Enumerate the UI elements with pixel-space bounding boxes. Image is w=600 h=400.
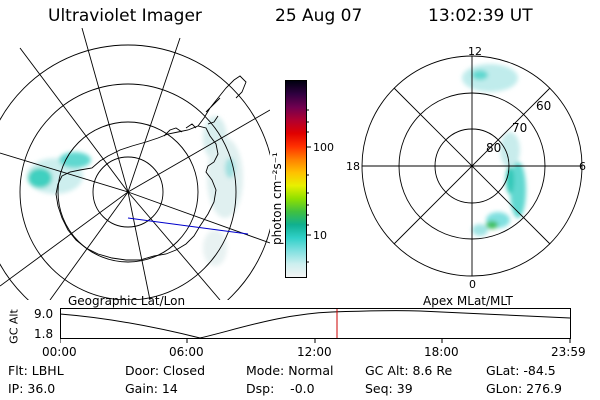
status-mode: Mode: Normal bbox=[246, 363, 334, 378]
mlt-label-18: 18 bbox=[346, 160, 360, 173]
coastline bbox=[55, 125, 219, 261]
orbit-xtick-0000: 00:00 bbox=[42, 345, 77, 359]
mlat-label-80: 80 bbox=[486, 141, 501, 155]
orbit-ytick-min: 1.8 bbox=[34, 327, 54, 341]
colorbar-tick-10: 10 bbox=[313, 229, 327, 242]
mlt-lines bbox=[362, 56, 582, 276]
mlat-label-60: 60 bbox=[536, 99, 551, 113]
colorbar bbox=[285, 80, 307, 278]
colorbar-unit-label: photon cm⁻²s⁻¹ bbox=[270, 152, 284, 245]
status-gain: Gain: 14 bbox=[125, 381, 178, 396]
status-dsp: Dsp: -0.0 bbox=[246, 381, 315, 396]
orbit-ylabel: GC Alt bbox=[7, 309, 21, 344]
mlt-label-6: 6 bbox=[579, 160, 586, 173]
geographic-map-label: Geographic Lat/Lon bbox=[68, 294, 186, 308]
aurora-emission-mag bbox=[462, 64, 526, 236]
orbit-xticks bbox=[60, 338, 571, 343]
status-gc-alt: GC Alt: 8.6 Re bbox=[365, 363, 453, 378]
status-glat: GLat: -84.5 bbox=[486, 363, 556, 378]
mlt-label-0: 0 bbox=[469, 278, 476, 291]
magnetic-map-label: Apex MLat/MLT bbox=[423, 294, 513, 308]
status-filter: Flt: LBHL bbox=[8, 363, 64, 378]
orbit-xtick-1800: 18:00 bbox=[424, 345, 459, 359]
orbit-altitude-curve bbox=[60, 310, 571, 339]
status-door: Door: Closed bbox=[125, 363, 206, 378]
colorbar-ticks bbox=[306, 109, 311, 263]
satellite-track bbox=[127, 217, 249, 235]
meridian-lines bbox=[0, 28, 270, 300]
app-title: Ultraviolet Imager bbox=[48, 6, 202, 26]
status-glon: GLon: 276.9 bbox=[486, 381, 562, 396]
latitude-circles bbox=[0, 44, 270, 300]
aurora-emission-geo bbox=[27, 116, 243, 266]
status-seq: Seq: 39 bbox=[365, 381, 413, 396]
image-date: 25 Aug 07 bbox=[275, 6, 363, 26]
orbit-altitude-plot bbox=[60, 308, 571, 343]
magnetic-map: 12 18 6 0 60 70 80 bbox=[346, 45, 586, 291]
image-time: 13:02:39 UT bbox=[428, 6, 533, 26]
orbit-xtick-1200: 12:00 bbox=[297, 345, 332, 359]
geographic-map bbox=[0, 28, 270, 300]
mlat-label-70: 70 bbox=[512, 121, 527, 135]
colorbar-tick-100: 100 bbox=[313, 141, 334, 154]
orbit-xtick-2359: 23:59 bbox=[551, 345, 586, 359]
orbit-xtick-0600: 06:00 bbox=[169, 345, 204, 359]
status-ip: IP: 36.0 bbox=[8, 381, 56, 396]
mlt-label-12: 12 bbox=[468, 45, 482, 58]
orbit-ytick-max: 9.0 bbox=[34, 307, 54, 321]
